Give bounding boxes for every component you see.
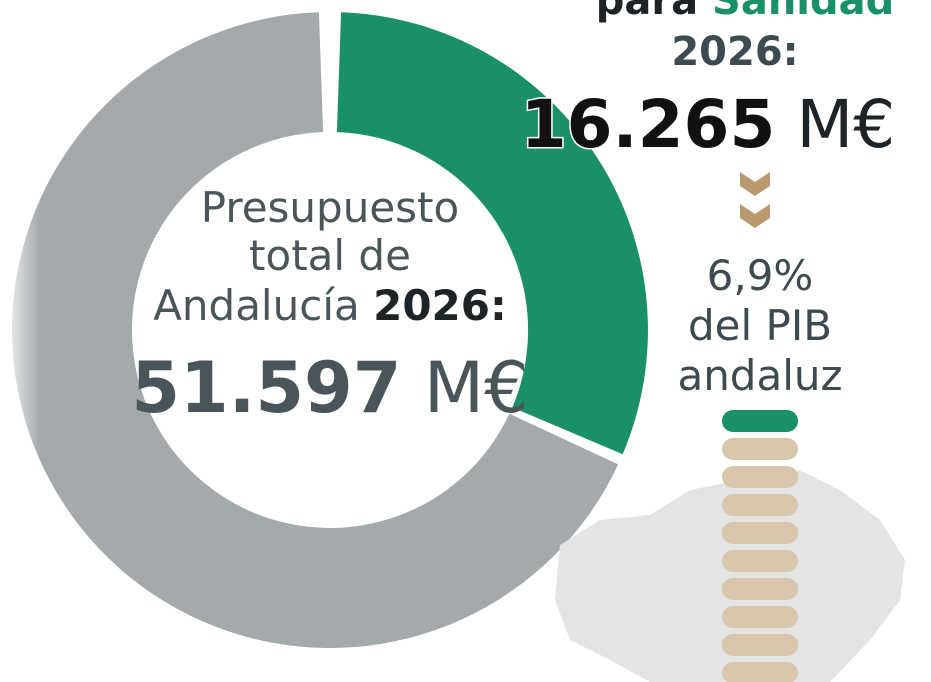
chevron bbox=[740, 172, 770, 196]
pill bbox=[722, 578, 798, 600]
center-year: 2026: bbox=[373, 281, 507, 330]
pill-stack bbox=[722, 410, 798, 682]
right-highlight: Sanidad bbox=[712, 0, 894, 24]
right-total: 16.265 M€ bbox=[521, 86, 896, 163]
right-lead: para bbox=[596, 0, 698, 24]
pill bbox=[722, 494, 798, 516]
right-share-line: del PIB bbox=[688, 301, 832, 350]
center-amount: 51.597 bbox=[131, 347, 401, 429]
center-line: Presupuesto bbox=[201, 183, 459, 232]
pill bbox=[722, 606, 798, 628]
center-line: total de bbox=[249, 231, 411, 280]
center-unit: M€ bbox=[424, 347, 529, 429]
pill bbox=[722, 522, 798, 544]
right-year: 2026: bbox=[671, 29, 798, 75]
pill bbox=[722, 438, 798, 460]
pill bbox=[722, 466, 798, 488]
right-share: 6,9% bbox=[707, 251, 814, 300]
andalusia-map bbox=[555, 470, 905, 682]
right-unit: M€ bbox=[796, 86, 895, 163]
pill bbox=[722, 550, 798, 572]
edge-fade bbox=[0, 0, 40, 682]
center-line: Andalucía bbox=[153, 281, 360, 330]
chevron bbox=[740, 204, 770, 228]
right-share-line: andaluz bbox=[677, 351, 842, 400]
right-amount: 16.265 bbox=[521, 86, 776, 163]
right-heading: para Sanidad bbox=[596, 0, 895, 24]
pill bbox=[722, 410, 798, 432]
pill bbox=[722, 634, 798, 656]
donut-gray bbox=[11, 12, 619, 649]
donut-green bbox=[336, 12, 648, 455]
pill bbox=[722, 662, 798, 682]
center-total: 51.597 M€ bbox=[131, 347, 528, 429]
center-line: Andalucía 2026: bbox=[153, 281, 507, 330]
